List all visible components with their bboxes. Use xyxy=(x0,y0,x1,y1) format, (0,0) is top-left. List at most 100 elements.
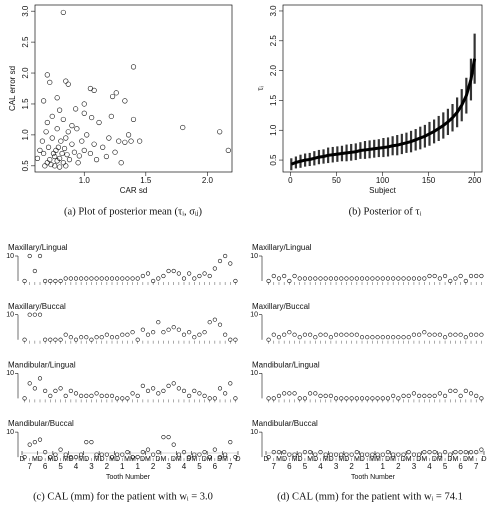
point xyxy=(120,332,125,337)
point xyxy=(223,391,228,396)
point xyxy=(156,391,161,396)
point xyxy=(84,440,89,445)
point xyxy=(197,332,202,337)
point xyxy=(53,278,58,284)
point xyxy=(47,79,53,85)
point xyxy=(128,138,134,144)
point xyxy=(302,332,308,337)
point xyxy=(71,149,77,155)
point xyxy=(145,388,151,394)
point xyxy=(228,337,233,342)
point xyxy=(60,160,66,166)
point xyxy=(125,396,130,401)
point xyxy=(217,129,223,135)
point xyxy=(385,276,391,281)
point xyxy=(73,106,79,112)
tooth-number: 4 xyxy=(74,462,79,471)
point xyxy=(474,273,479,279)
point xyxy=(49,135,55,141)
point xyxy=(171,442,176,447)
point xyxy=(187,455,192,460)
point xyxy=(89,440,94,445)
site-label: MD xyxy=(354,456,365,463)
point xyxy=(396,335,401,340)
point xyxy=(411,452,417,457)
point xyxy=(212,396,217,401)
point xyxy=(297,335,302,340)
point xyxy=(145,271,151,276)
point xyxy=(448,278,453,284)
point xyxy=(176,327,181,332)
point xyxy=(453,332,458,337)
point xyxy=(266,455,271,460)
point xyxy=(197,452,202,457)
site-label: DM xyxy=(416,456,427,463)
point xyxy=(79,335,84,340)
point xyxy=(223,332,228,337)
point xyxy=(63,78,69,84)
point xyxy=(479,332,484,337)
point xyxy=(287,330,292,335)
point xyxy=(370,335,375,340)
point xyxy=(58,337,63,342)
x-axis-label: Tooth Number xyxy=(351,474,396,481)
point xyxy=(112,149,118,155)
point xyxy=(68,455,73,460)
point xyxy=(44,119,50,126)
caption: (c) CAL (mm) for the patient with wᵢ = 3… xyxy=(33,491,213,502)
point xyxy=(217,258,223,264)
point xyxy=(63,276,68,281)
point xyxy=(313,335,318,340)
point xyxy=(453,450,458,455)
point xyxy=(99,393,104,399)
point xyxy=(81,147,87,153)
point xyxy=(125,276,130,281)
point xyxy=(64,152,70,158)
point xyxy=(99,276,104,281)
point xyxy=(130,116,137,123)
point xyxy=(287,391,292,396)
point xyxy=(453,388,458,394)
point xyxy=(212,266,217,271)
tooth-number: 4 xyxy=(318,462,323,471)
site-label: DM xyxy=(186,456,197,463)
point xyxy=(396,452,401,457)
point xyxy=(292,332,297,337)
point xyxy=(22,278,27,284)
point xyxy=(43,278,48,284)
point xyxy=(81,110,87,116)
point xyxy=(156,450,161,455)
y-tick-label: 1.5 xyxy=(269,94,278,106)
point xyxy=(161,330,166,335)
point xyxy=(354,276,359,281)
y-tick-label: 0.5 xyxy=(269,154,278,166)
point xyxy=(87,150,94,157)
point xyxy=(104,393,109,399)
point xyxy=(52,153,58,160)
x-tick-label: 2.0 xyxy=(202,176,214,185)
point xyxy=(212,447,217,452)
point xyxy=(84,276,89,281)
site-label: D xyxy=(481,456,486,463)
point xyxy=(339,396,344,401)
point xyxy=(202,393,207,399)
point xyxy=(318,276,323,281)
point xyxy=(192,388,197,394)
point xyxy=(37,376,43,381)
point xyxy=(432,332,437,337)
point xyxy=(68,276,73,281)
point xyxy=(49,113,55,119)
strip-label: Mandibular/Buccal xyxy=(8,419,74,428)
y-axis-label: τᵢ xyxy=(256,86,265,90)
point xyxy=(89,393,94,399)
point xyxy=(161,435,166,440)
point xyxy=(417,332,422,337)
point xyxy=(135,393,140,399)
point xyxy=(69,141,75,147)
site-label: D xyxy=(263,456,268,463)
point xyxy=(411,332,417,337)
point xyxy=(48,337,53,342)
site-label: DM xyxy=(155,456,166,463)
point xyxy=(79,393,84,399)
point xyxy=(212,317,217,322)
